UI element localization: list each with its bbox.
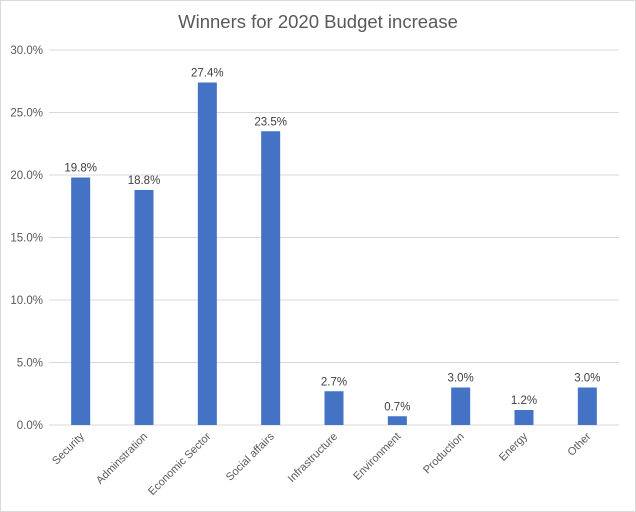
chart-title: Winners for 2020 Budget increase xyxy=(178,11,458,32)
data-label: 27.4% xyxy=(191,68,224,80)
x-category-label: Production xyxy=(421,431,467,477)
x-category-label: Other xyxy=(566,430,594,458)
bar xyxy=(197,82,217,425)
x-category-label: Environment xyxy=(351,431,403,483)
data-label: 0.7% xyxy=(384,401,410,413)
y-tick-label: 0.0% xyxy=(17,420,43,432)
y-tick-label: 25.0% xyxy=(10,108,43,120)
bar xyxy=(451,387,471,425)
data-label: 3.0% xyxy=(448,373,474,385)
data-label: 19.8% xyxy=(64,163,97,175)
data-label: 18.8% xyxy=(128,175,161,187)
bar xyxy=(514,410,534,425)
bar xyxy=(71,177,91,425)
bar xyxy=(387,416,407,425)
bar xyxy=(261,131,281,425)
y-tick-label: 10.0% xyxy=(10,295,43,307)
data-label: 1.2% xyxy=(511,395,537,407)
x-category-label: Energy xyxy=(497,430,530,463)
bar xyxy=(134,190,154,425)
x-category-label: Infrastructure xyxy=(286,431,340,485)
y-tick-label: 20.0% xyxy=(10,170,43,182)
x-category-label: Adminstration xyxy=(94,431,150,487)
bar xyxy=(577,387,597,425)
data-label: 3.0% xyxy=(574,373,600,385)
bar xyxy=(324,391,344,425)
y-tick-label: 30.0% xyxy=(10,45,43,57)
y-tick-label: 5.0% xyxy=(17,358,43,370)
x-category-label: Security xyxy=(50,430,87,467)
data-label: 2.7% xyxy=(321,376,347,388)
data-label: 23.5% xyxy=(254,116,287,128)
x-category-label: Social affairs xyxy=(224,430,277,483)
x-category-label: Economic Sector xyxy=(146,430,214,498)
y-tick-label: 15.0% xyxy=(10,233,43,245)
